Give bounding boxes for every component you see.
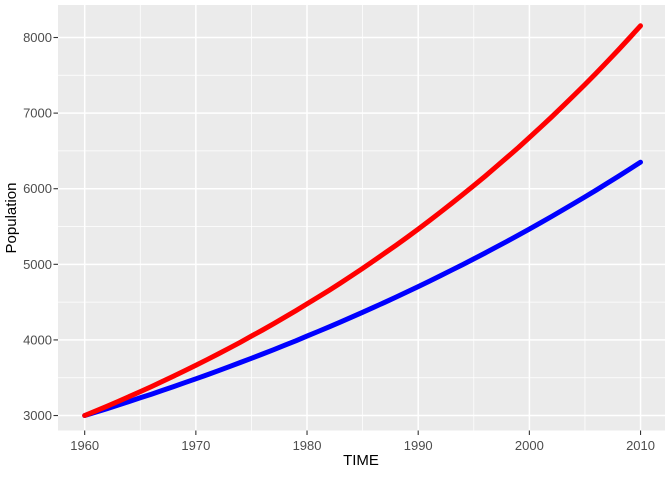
y-tick-label: 4000 — [23, 332, 52, 347]
y-tick-label: 3000 — [23, 408, 52, 423]
x-axis-title: TIME — [343, 452, 379, 469]
y-axis-title: Population — [3, 183, 20, 254]
y-tick-label: 8000 — [23, 30, 52, 45]
blue-growth-curve-line — [82, 159, 643, 418]
red-growth-curve-line — [82, 23, 643, 418]
x-tick-label: 2010 — [626, 438, 655, 453]
y-tick-label: 6000 — [23, 181, 52, 196]
y-tick-label: 5000 — [23, 257, 52, 272]
x-tick-label: 1970 — [181, 438, 210, 453]
x-tick-label: 1960 — [70, 438, 99, 453]
plot-panel — [58, 5, 665, 431]
y-tick-label: 7000 — [23, 106, 52, 121]
x-tick-label: 1990 — [404, 438, 433, 453]
x-tick-label: 1980 — [293, 438, 322, 453]
x-tick-label: 2000 — [515, 438, 544, 453]
